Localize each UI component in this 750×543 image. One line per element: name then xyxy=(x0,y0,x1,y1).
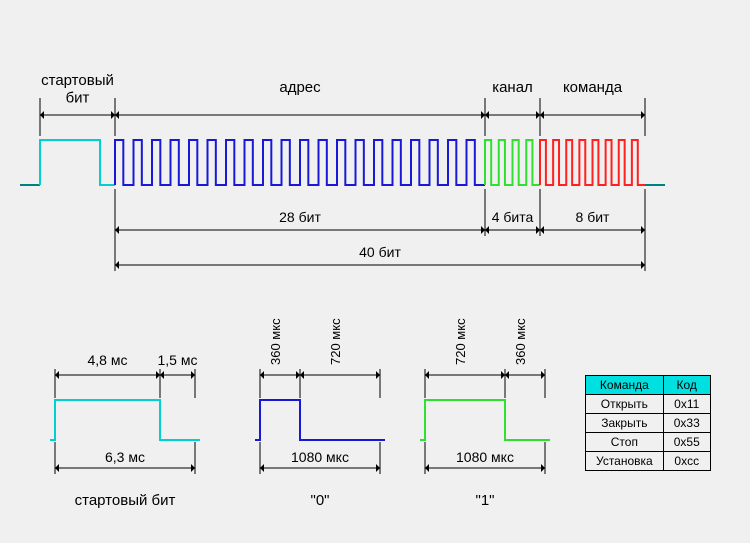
table-cell: Установка xyxy=(586,452,664,471)
svg-text:40 бит: 40 бит xyxy=(359,244,401,260)
svg-text:720 мкс: 720 мкс xyxy=(453,318,468,365)
table-cell: Закрыть xyxy=(586,414,664,433)
table-header: Команда xyxy=(586,376,664,395)
table-cell: 0xcc xyxy=(663,452,710,471)
svg-text:6,3 мс: 6,3 мс xyxy=(105,449,145,465)
svg-text:4 бита: 4 бита xyxy=(492,209,534,225)
svg-text:360 мкс: 360 мкс xyxy=(268,318,283,365)
svg-text:1080 мкс: 1080 мкс xyxy=(456,449,514,465)
svg-text:720 мкс: 720 мкс xyxy=(328,318,343,365)
svg-text:"1": "1" xyxy=(476,492,495,509)
table-cell: 0x33 xyxy=(663,414,710,433)
svg-text:1080 мкс: 1080 мкс xyxy=(291,449,349,465)
table-cell: 0x11 xyxy=(663,395,710,414)
command-table: КомандаКодОткрыть0x11Закрыть0x33Стоп0x55… xyxy=(585,375,711,471)
table-cell: Стоп xyxy=(586,433,664,452)
table-header: Код xyxy=(663,376,710,395)
svg-text:1,5 мс: 1,5 мс xyxy=(158,352,198,368)
svg-text:360 мкс: 360 мкс xyxy=(513,318,528,365)
svg-text:стартовыйбит: стартовыйбит xyxy=(41,72,114,106)
svg-text:стартовый бит: стартовый бит xyxy=(75,492,176,509)
svg-text:"0": "0" xyxy=(311,492,330,509)
table-cell: 0x55 xyxy=(663,433,710,452)
svg-text:8 бит: 8 бит xyxy=(576,209,611,225)
svg-text:команда: команда xyxy=(563,79,623,96)
svg-text:канал: канал xyxy=(492,79,533,96)
svg-text:28 бит: 28 бит xyxy=(279,209,321,225)
svg-text:4,8 мс: 4,8 мс xyxy=(88,352,128,368)
table-cell: Открыть xyxy=(586,395,664,414)
svg-text:адрес: адрес xyxy=(279,79,321,96)
